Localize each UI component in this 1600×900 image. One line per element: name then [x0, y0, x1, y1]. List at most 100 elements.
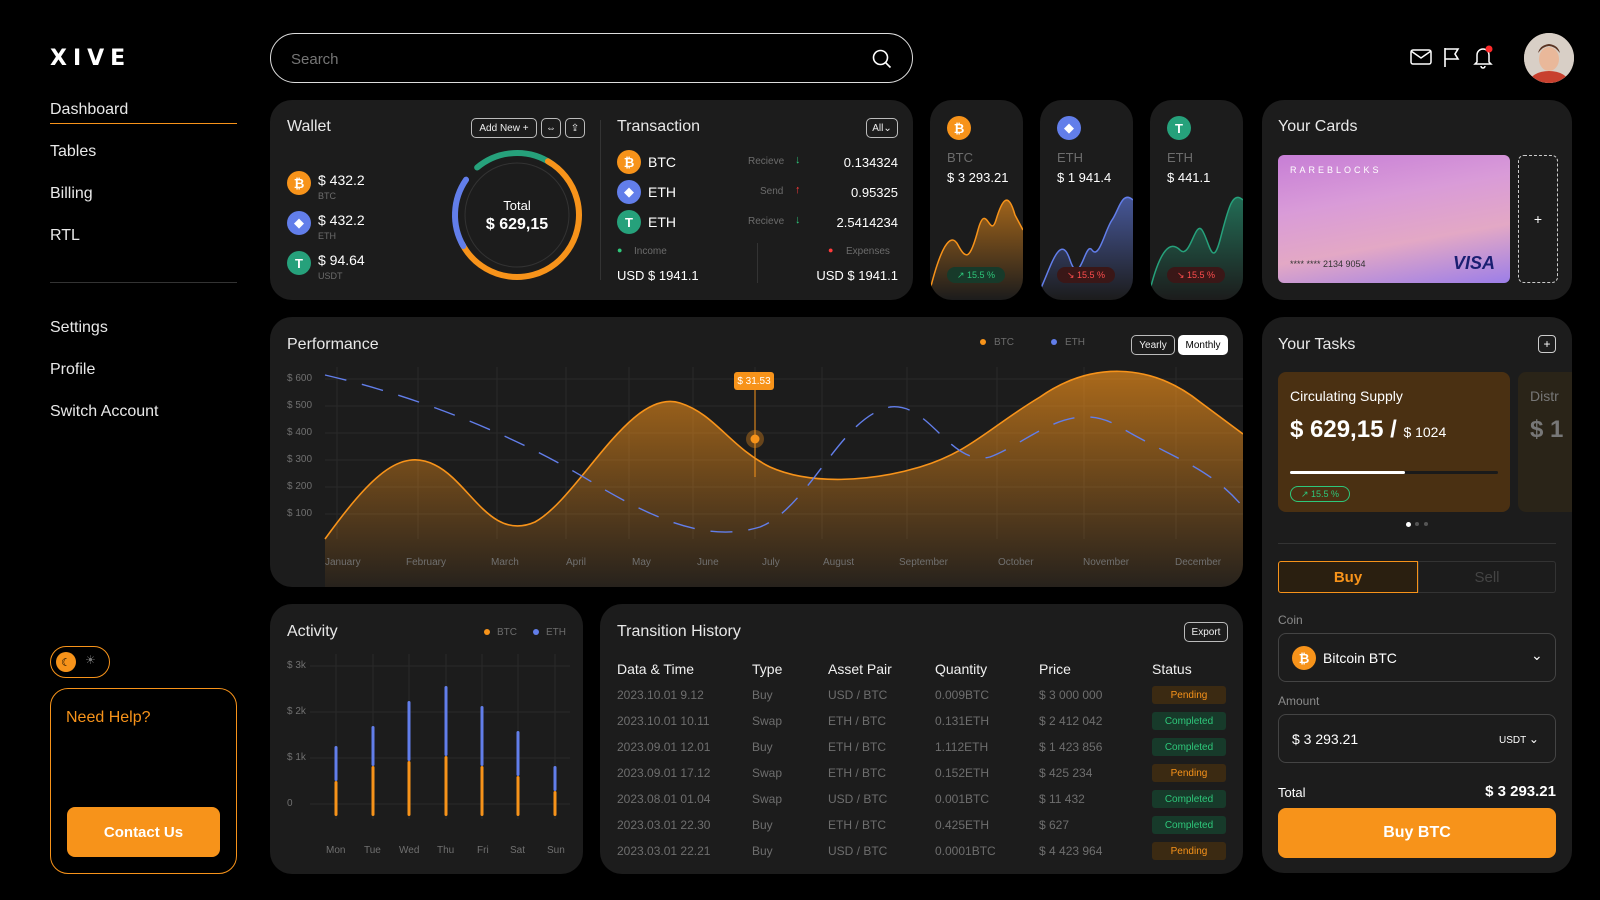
- supply-card[interactable]: Circulating Supply $ 629,15 / $ 1024 ↗ 1…: [1278, 372, 1510, 512]
- x-tick: May: [632, 557, 651, 568]
- add-task-icon[interactable]: +: [1538, 335, 1556, 353]
- bar-btc-fri[interactable]: [480, 766, 484, 816]
- row-quantity: 0.009BTC: [935, 688, 990, 702]
- tab-monthly[interactable]: Monthly: [1178, 335, 1228, 355]
- active-underline: [50, 123, 237, 124]
- bar-eth-fri[interactable]: [480, 706, 484, 766]
- ticker-card-eth[interactable]: ◆ ETH $ 1 941.4 ↘ 15.5 %: [1040, 100, 1133, 300]
- amount-unit-select[interactable]: USDT ⌄: [1499, 732, 1539, 746]
- ticker-label: BTC: [947, 150, 973, 165]
- x-tick: July: [762, 557, 780, 568]
- x-tick: Thu: [437, 845, 455, 856]
- mail-icon[interactable]: [1410, 48, 1432, 66]
- bar-eth-tue[interactable]: [371, 726, 375, 766]
- row-price: $ 2 412 042: [1039, 714, 1103, 728]
- nav-dashboard[interactable]: Dashboard: [50, 101, 129, 118]
- col-type[interactable]: Type: [752, 661, 783, 677]
- flag-icon[interactable]: [1442, 46, 1462, 68]
- tx-type: Recieve: [748, 216, 785, 227]
- card-network: VISA: [1453, 253, 1496, 273]
- bar-btc-thu[interactable]: [444, 756, 448, 816]
- bar-btc-sat[interactable]: [516, 776, 520, 816]
- col-pair[interactable]: Asset Pair: [828, 661, 892, 677]
- tx-coin: ETH: [648, 184, 676, 200]
- row-price: $ 627: [1039, 818, 1070, 832]
- row-date: 2023.08.01 01.04: [617, 792, 711, 806]
- transaction-filter[interactable]: All ⌄: [866, 118, 898, 138]
- theme-toggle[interactable]: ☾ ☀: [50, 646, 110, 678]
- add-new-button[interactable]: Add New +: [471, 118, 537, 138]
- legend-eth: ETH: [546, 627, 566, 638]
- bitcoin-icon: ₿: [617, 150, 641, 174]
- x-tick: Mon: [326, 845, 346, 856]
- link-icon[interactable]: ⇔: [541, 118, 561, 138]
- ticker-card-btc[interactable]: ₿ BTC $ 3 293.21 ↗ 15.5 %: [930, 100, 1023, 300]
- bar-btc-mon[interactable]: [334, 781, 338, 816]
- nav-rtl[interactable]: RTL: [50, 227, 80, 244]
- wallet-btc-amount: $ 432.2: [318, 172, 365, 188]
- row-pair: ETH / BTC: [828, 766, 887, 780]
- logo[interactable]: XIVE: [50, 46, 132, 71]
- supply-change: ↗ 15.5 %: [1290, 486, 1350, 502]
- y-tick: $ 400: [287, 427, 313, 438]
- search-bar[interactable]: [270, 33, 913, 83]
- col-quantity[interactable]: Quantity: [935, 661, 988, 677]
- bar-eth-sat[interactable]: [516, 731, 520, 776]
- nav-tables[interactable]: Tables: [50, 143, 97, 160]
- search-input[interactable]: [291, 48, 851, 70]
- carousel-dot-active[interactable]: [1406, 522, 1411, 527]
- nav-billing[interactable]: Billing: [50, 185, 93, 202]
- transaction-title: Transaction: [617, 118, 700, 135]
- bar-btc-wed[interactable]: [407, 761, 411, 816]
- bar-eth-mon[interactable]: [334, 746, 338, 781]
- bitcoin-icon: ₿: [1292, 646, 1316, 670]
- row-pair: USD / BTC: [828, 792, 888, 806]
- coin-select[interactable]: ₿ Bitcoin BTC ⌄: [1278, 633, 1556, 682]
- col-date[interactable]: Data & Time: [617, 661, 695, 677]
- bar-eth-thu[interactable]: [444, 686, 448, 756]
- buy-btc-button[interactable]: Buy BTC: [1278, 808, 1556, 858]
- nav-profile[interactable]: Profile: [50, 361, 96, 378]
- income-value: USD $ 1941.1: [617, 268, 699, 283]
- buy-tab[interactable]: Buy: [1278, 561, 1418, 593]
- card-brand: RAREBLOCKS: [1290, 165, 1382, 175]
- carousel-dot[interactable]: [1424, 522, 1428, 526]
- ticker-change: ↘ 15.5 %: [1167, 267, 1225, 283]
- credit-card[interactable]: RAREBLOCKS **** **** 2134 9054 VISA: [1278, 155, 1510, 283]
- bell-icon[interactable]: [1472, 45, 1494, 69]
- row-type: Swap: [752, 766, 783, 780]
- help-title: Need Help?: [66, 709, 151, 726]
- sell-tab[interactable]: Sell: [1418, 561, 1556, 593]
- add-card-button[interactable]: +: [1518, 155, 1558, 283]
- carousel-dot[interactable]: [1415, 522, 1419, 526]
- nav-settings[interactable]: Settings: [50, 319, 108, 336]
- col-price[interactable]: Price: [1039, 661, 1071, 677]
- next-task-card[interactable]: Distr $ 1: [1518, 372, 1572, 512]
- bar-btc-tue[interactable]: [371, 766, 375, 816]
- avatar[interactable]: [1524, 33, 1574, 83]
- y-tick: $ 200: [287, 481, 313, 492]
- row-type: Buy: [752, 844, 773, 858]
- search-icon[interactable]: [871, 48, 893, 70]
- x-tick: November: [1083, 557, 1130, 568]
- bar-eth-wed[interactable]: [407, 701, 411, 761]
- tab-yearly[interactable]: Yearly: [1131, 335, 1175, 355]
- legend-eth-dot: [1051, 339, 1057, 345]
- contact-us-button[interactable]: Contact Us: [67, 807, 220, 857]
- upload-icon[interactable]: ⇪: [565, 118, 585, 138]
- x-tick: Fri: [477, 845, 489, 856]
- income-divider: [757, 243, 758, 283]
- ticker-card-usdt[interactable]: T ETH $ 441.1 ↘ 15.5 %: [1150, 100, 1243, 300]
- nav-switch-account[interactable]: Switch Account: [50, 403, 159, 420]
- ethereum-icon: ◆: [287, 211, 311, 235]
- y-tick: $ 500: [287, 400, 313, 411]
- tx-type: Send: [760, 186, 784, 197]
- export-button[interactable]: Export: [1184, 622, 1228, 642]
- y-tick: $ 3k: [287, 660, 306, 671]
- amount-input[interactable]: $ 3 293.21 USDT ⌄: [1278, 714, 1556, 763]
- status-badge: Completed: [1152, 816, 1226, 834]
- bar-eth-sun[interactable]: [553, 766, 557, 791]
- tx-value: 0.95325: [851, 185, 898, 200]
- col-status[interactable]: Status: [1152, 661, 1192, 677]
- bar-btc-sun[interactable]: [553, 791, 557, 816]
